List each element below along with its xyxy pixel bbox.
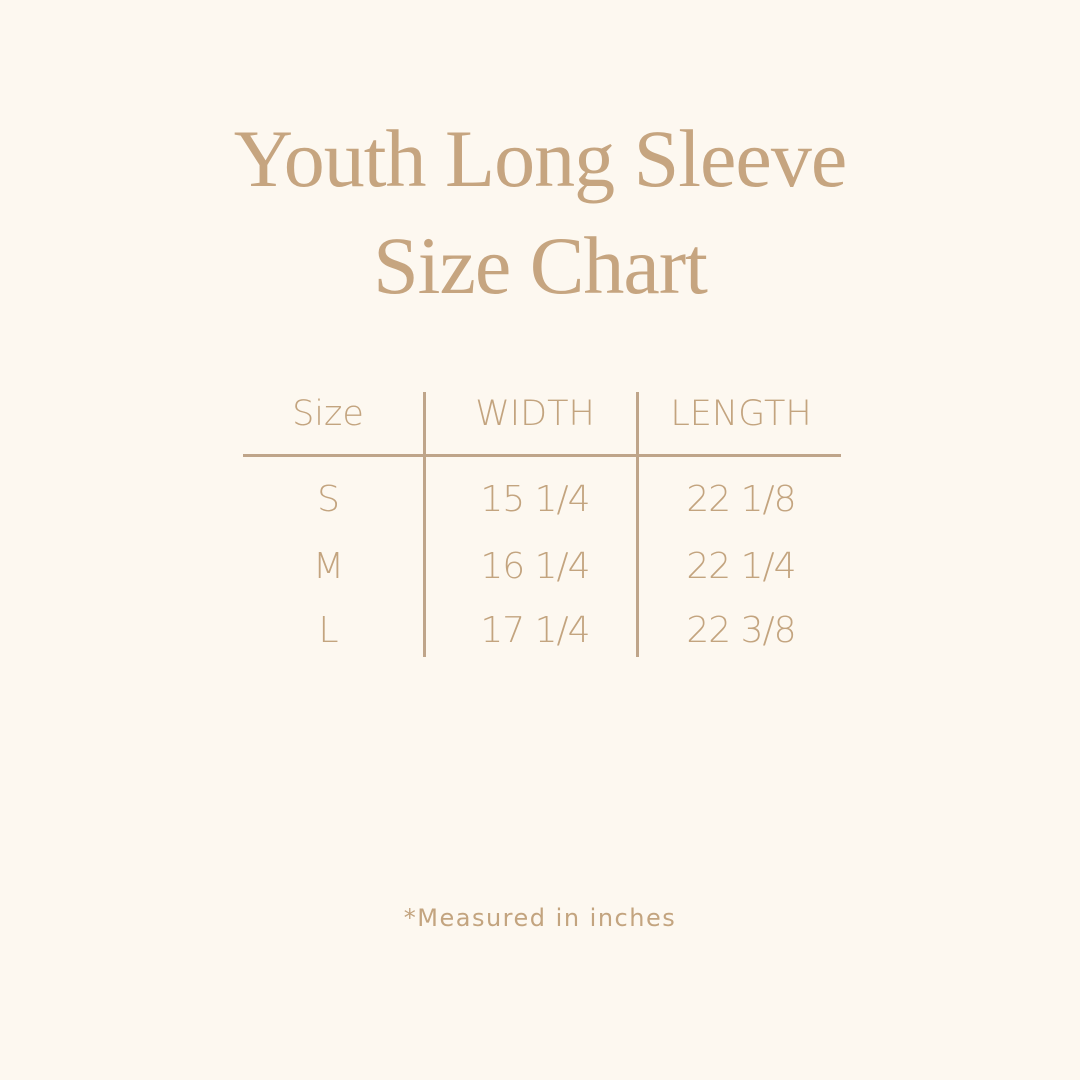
column-divider: [636, 392, 639, 657]
cell-width: 15 1/4: [480, 479, 590, 520]
header-divider: [243, 454, 841, 457]
header-size: Size: [292, 394, 364, 434]
title-line-2: Size Chart: [373, 220, 708, 311]
header-width: WIDTH: [475, 394, 595, 434]
header-length: LENGTH: [670, 394, 812, 434]
cell-length: 22 3/8: [686, 610, 796, 651]
cell-length: 22 1/4: [686, 546, 796, 587]
footnote: *Measured in inches: [403, 904, 677, 932]
column-divider: [423, 392, 426, 657]
cell-width: 17 1/4: [480, 610, 590, 651]
title-line-1: Youth Long Sleeve: [233, 113, 847, 204]
cell-size: L: [318, 610, 338, 651]
cell-size: M: [312, 546, 344, 587]
cell-width: 16 1/4: [480, 546, 590, 587]
cell-length: 22 1/8: [686, 479, 796, 520]
cell-size: S: [317, 479, 340, 520]
